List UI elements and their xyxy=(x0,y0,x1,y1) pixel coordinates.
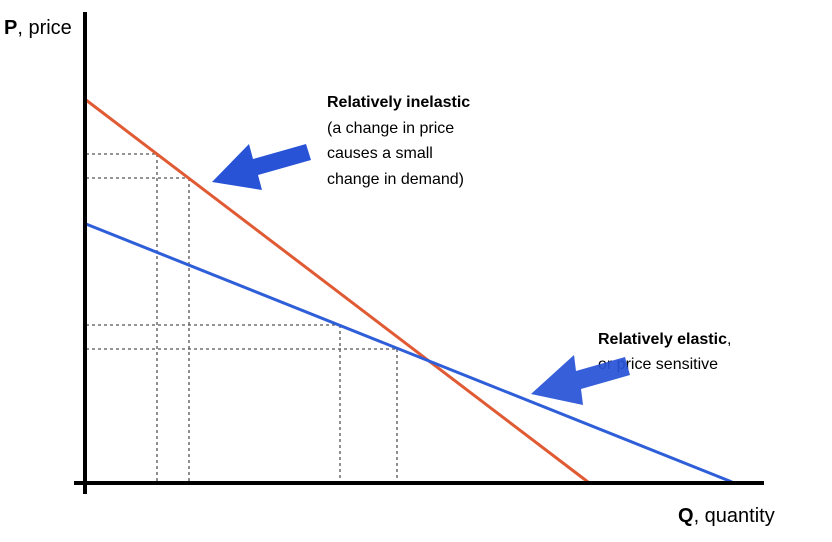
inelastic-desc-line-3: change in demand) xyxy=(327,171,464,188)
guide-lines xyxy=(86,153,398,482)
elastic-title-suffix: , xyxy=(727,331,731,348)
elastic-arrow-pointer-icon xyxy=(531,355,630,405)
x-axis-label: Q, quantity xyxy=(678,505,775,527)
inelastic-desc-line-1: (a change in price xyxy=(327,120,454,137)
x-axis-label-symbol: Q xyxy=(678,505,694,527)
x-axis-label-text: , quantity xyxy=(694,505,775,527)
inelastic-title: Relatively inelastic xyxy=(327,94,470,111)
y-axis-label-text: , price xyxy=(17,17,71,39)
y-axis-label: P, price xyxy=(4,17,72,39)
inelastic-demand-line xyxy=(85,98,589,484)
inelastic-arrow-pointer-icon xyxy=(212,144,311,190)
inelastic-annotation: Relatively inelastic (a change in price … xyxy=(327,94,470,188)
elastic-title: Relatively elastic, xyxy=(598,331,731,348)
y-axis-label-symbol: P xyxy=(4,17,17,39)
inelastic-desc-line-2: causes a small xyxy=(327,145,433,162)
elastic-title-text: Relatively elastic xyxy=(598,331,727,348)
elastic-demand-line xyxy=(85,222,733,484)
